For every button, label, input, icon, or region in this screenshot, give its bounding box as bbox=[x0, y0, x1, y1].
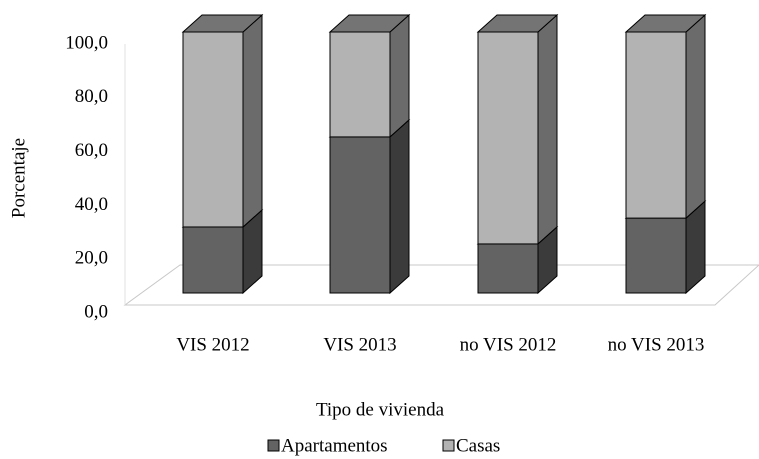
x-tick-label: no VIS 2013 bbox=[608, 334, 705, 355]
y-tick-label: 80,0 bbox=[75, 86, 108, 107]
bar bbox=[477, 31, 539, 245]
y-tick-label: 0,0 bbox=[84, 301, 108, 322]
y-tick-label: 20,0 bbox=[75, 248, 108, 269]
bar-side bbox=[242, 13, 263, 229]
x-axis-title: Tipo de vivienda bbox=[316, 399, 445, 420]
x-tick-label: VIS 2012 bbox=[176, 334, 249, 355]
bar-side bbox=[389, 118, 410, 295]
bar bbox=[182, 31, 244, 228]
bar bbox=[329, 136, 391, 294]
legend-label: Casas bbox=[456, 435, 500, 456]
bar bbox=[477, 243, 539, 294]
legend-swatch bbox=[267, 439, 280, 452]
bar bbox=[182, 226, 244, 294]
bar bbox=[329, 31, 391, 138]
x-tick-label: no VIS 2012 bbox=[460, 334, 557, 355]
y-axis-title: Porcentaje bbox=[8, 138, 29, 218]
legend-swatch bbox=[442, 439, 455, 452]
bar-side bbox=[389, 13, 410, 139]
legend-label: Apartamentos bbox=[281, 435, 388, 456]
y-tick-label: 60,0 bbox=[75, 140, 108, 161]
floor bbox=[123, 264, 759, 306]
bar-side bbox=[685, 13, 706, 220]
y-tick-label: 40,0 bbox=[75, 194, 108, 215]
bar bbox=[625, 31, 687, 219]
x-tick-label: VIS 2013 bbox=[323, 334, 396, 355]
bar bbox=[625, 217, 687, 294]
y-tick-label: 100,0 bbox=[65, 32, 108, 53]
bar-side bbox=[537, 13, 558, 246]
